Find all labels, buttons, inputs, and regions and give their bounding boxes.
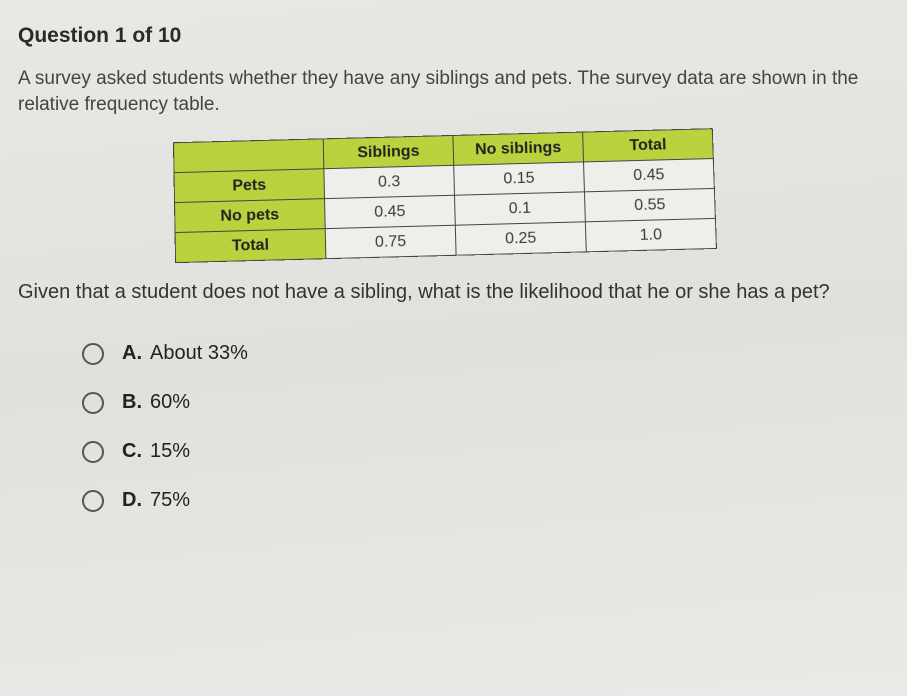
table-cell: 0.45: [584, 159, 715, 192]
option-letter: B.: [122, 391, 142, 414]
option-c[interactable]: C. 15%: [82, 440, 871, 463]
option-text: 75%: [150, 489, 190, 512]
table-cell: 0.3: [324, 166, 455, 199]
row-label-total: Total: [175, 229, 326, 263]
radio-icon: [82, 441, 104, 463]
row-label-no-pets: No pets: [175, 199, 326, 233]
option-letter: D.: [122, 489, 142, 512]
table-cell: 0.1: [454, 192, 585, 225]
radio-icon: [82, 343, 104, 365]
table-cell: 0.55: [584, 189, 715, 222]
table-cell: 0.15: [454, 162, 585, 195]
table-cell: 1.0: [585, 219, 716, 252]
option-a[interactable]: A. About 33%: [82, 342, 871, 365]
radio-icon: [82, 392, 104, 414]
option-text: 60%: [150, 391, 190, 414]
table-header-siblings: Siblings: [323, 136, 454, 169]
frequency-table: Siblings No siblings Total Pets 0.3 0.15…: [173, 128, 717, 263]
table-cell: 0.25: [455, 222, 586, 255]
option-d[interactable]: D. 75%: [82, 489, 871, 512]
question-intro-text: A survey asked students whether they hav…: [18, 66, 871, 117]
question-prompt: Given that a student does not have a sib…: [18, 278, 871, 306]
table-cell: 0.75: [325, 225, 456, 258]
option-text: 15%: [150, 440, 190, 463]
answer-options: A. About 33% B. 60% C. 15% D. 75%: [82, 342, 871, 512]
frequency-table-container: Siblings No siblings Total Pets 0.3 0.15…: [18, 135, 871, 256]
table-header-blank: [173, 139, 323, 173]
option-letter: C.: [122, 440, 142, 463]
radio-icon: [82, 490, 104, 512]
table-header-total: Total: [583, 129, 714, 162]
row-label-pets: Pets: [174, 169, 325, 203]
question-number-heading: Question 1 of 10: [18, 24, 871, 48]
option-b[interactable]: B. 60%: [82, 391, 871, 414]
option-text: About 33%: [150, 342, 248, 365]
table-header-no-siblings: No siblings: [453, 132, 584, 165]
option-letter: A.: [122, 342, 142, 365]
table-cell: 0.45: [325, 196, 456, 229]
